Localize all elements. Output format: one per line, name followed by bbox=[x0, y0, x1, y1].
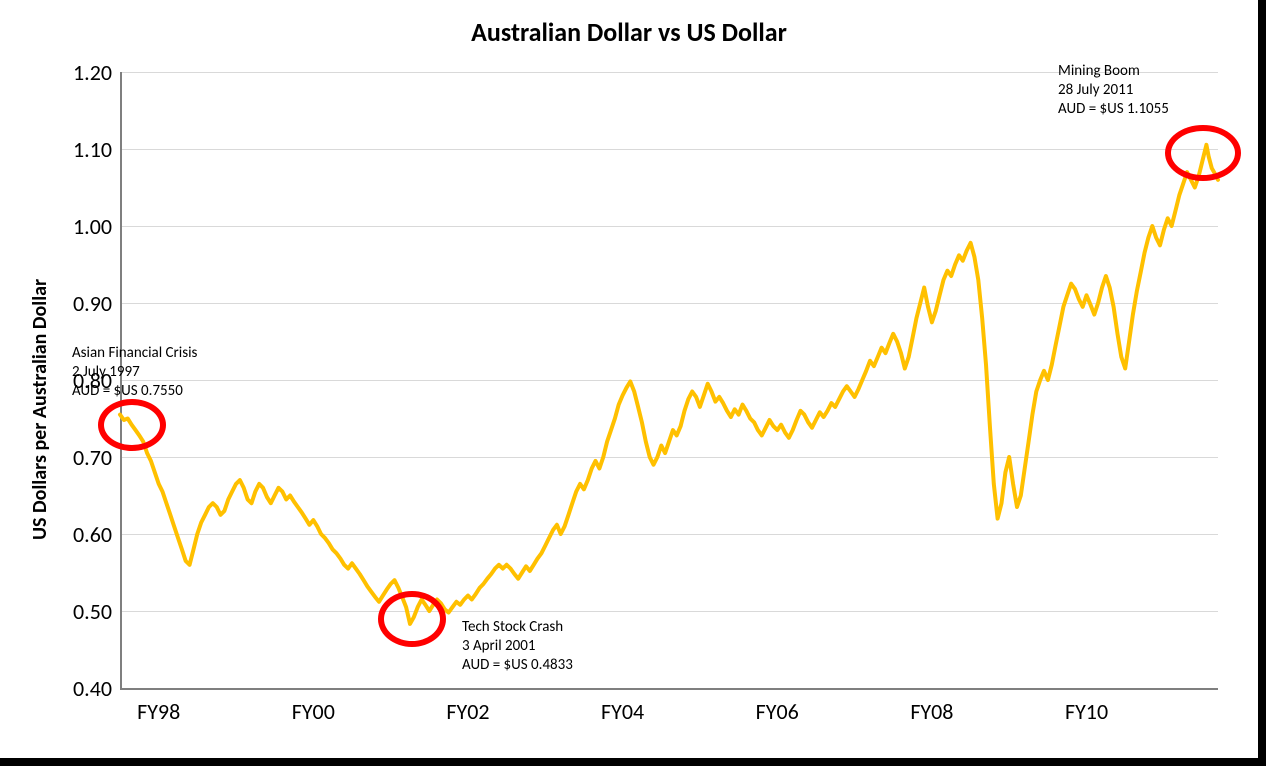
tech-stock-crash-label: Tech Stock Crash 3 April 2001 AUD = $US … bbox=[462, 618, 573, 674]
asian-financial-crisis-circle bbox=[98, 399, 166, 451]
asian-financial-crisis-label: Asian Financial Crisis 2 July 1997 AUD =… bbox=[72, 344, 197, 400]
mining-boom-circle bbox=[1165, 125, 1241, 181]
tech-stock-crash-circle bbox=[378, 591, 446, 647]
exchange-rate-line bbox=[120, 145, 1218, 624]
mining-boom-label: Mining Boom 28 July 2011 AUD = $US 1.105… bbox=[1058, 62, 1169, 118]
